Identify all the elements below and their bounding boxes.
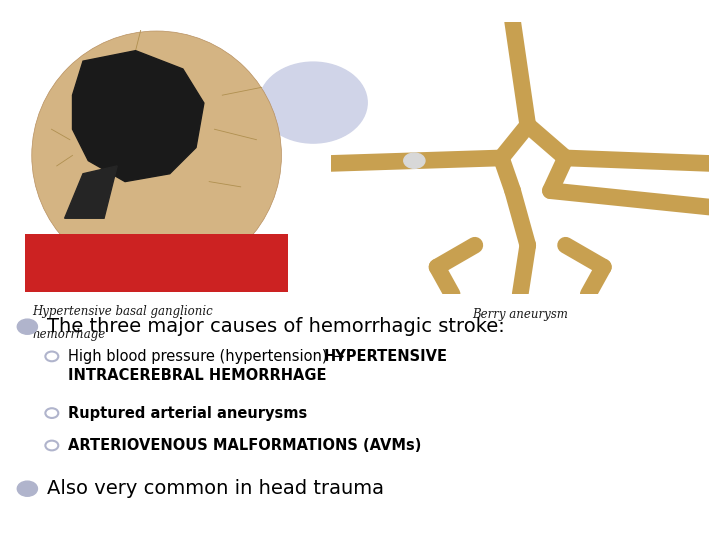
Text: The three major causes of hemorrhagic stroke:: The three major causes of hemorrhagic st… — [47, 317, 505, 336]
Text: HYPERTENSIVE: HYPERTENSIVE — [324, 349, 448, 364]
Text: Ruptured arterial aneurysms: Ruptured arterial aneurysms — [68, 406, 307, 421]
Text: Also very common in head trauma: Also very common in head trauma — [47, 479, 384, 498]
Circle shape — [259, 62, 367, 143]
Text: ARTERIOVENOUS MALFORMATIONS (AVMs): ARTERIOVENOUS MALFORMATIONS (AVMs) — [68, 438, 422, 453]
Text: INTRACEREBRAL HEMORRHAGE: INTRACEREBRAL HEMORRHAGE — [68, 368, 327, 383]
Circle shape — [404, 153, 425, 168]
Text: Berry aneurysm: Berry aneurysm — [472, 308, 568, 321]
Text: hemorrhage: hemorrhage — [32, 328, 106, 341]
Text: Hypertensive basal ganglionic: Hypertensive basal ganglionic — [32, 305, 213, 318]
Circle shape — [17, 481, 37, 496]
Polygon shape — [65, 166, 117, 218]
Bar — [25, 234, 288, 292]
Text: High blood pressure (hypertension) →: High blood pressure (hypertension) → — [68, 349, 349, 364]
Polygon shape — [73, 51, 204, 181]
Ellipse shape — [32, 31, 282, 280]
Circle shape — [17, 319, 37, 334]
